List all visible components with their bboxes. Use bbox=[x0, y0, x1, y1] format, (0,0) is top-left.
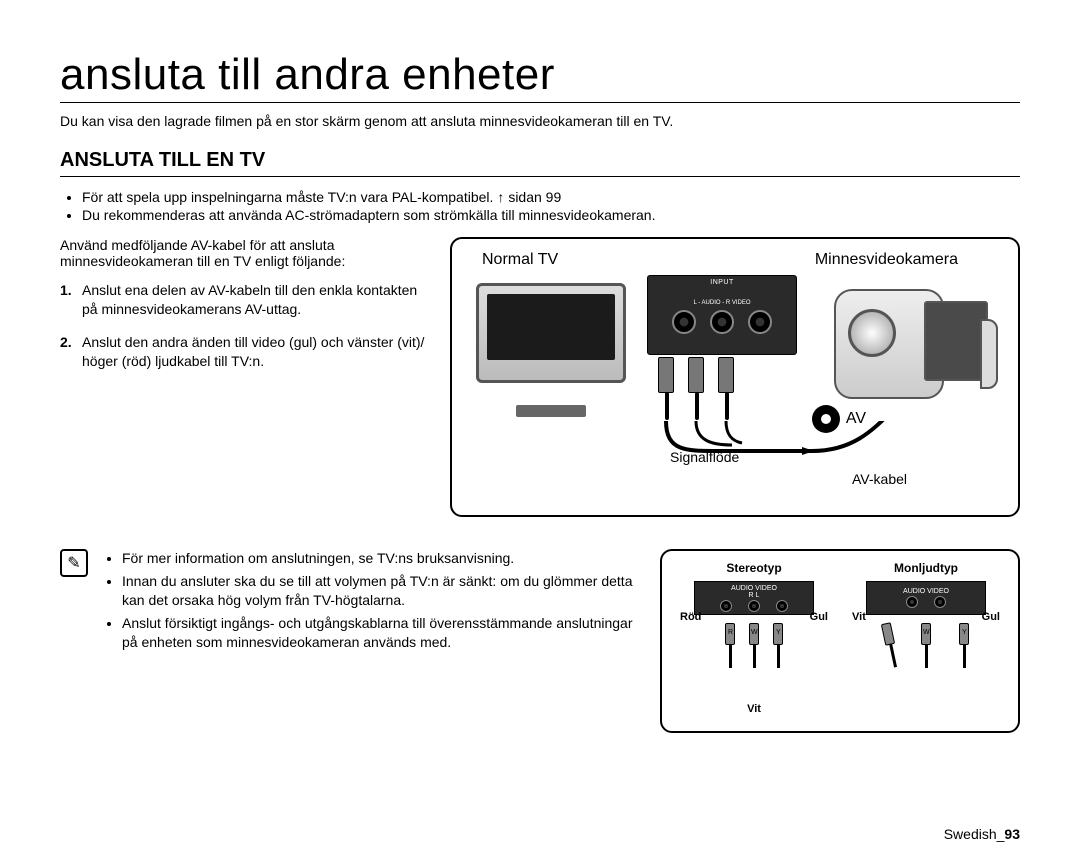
plug-icon bbox=[658, 357, 674, 393]
color-label-red: Röd bbox=[680, 611, 701, 623]
mono-panel: AUDIO VIDEO bbox=[866, 581, 986, 615]
connection-diagram: Normal TV Minnesvideokamera INPUT L - AU… bbox=[450, 237, 1020, 517]
stereo-plugs bbox=[672, 623, 836, 693]
stereo-column: Stereotyp AUDIO VIDEO R L Röd Gul bbox=[672, 561, 836, 715]
footer-lang: Swedish_ bbox=[944, 826, 1005, 842]
diagram-label-tv: Normal TV bbox=[482, 251, 558, 269]
intro-text: Du kan visa den lagrade filmen på en sto… bbox=[60, 113, 1020, 129]
note-icon: ✎ bbox=[60, 549, 88, 577]
note-item: För mer information om anslutningen, se … bbox=[122, 549, 646, 568]
color-label-white: Vit bbox=[852, 611, 866, 623]
stereo-heading: Stereotyp bbox=[672, 561, 836, 575]
page-ref-icon bbox=[497, 189, 508, 205]
page-footer: Swedish_93 bbox=[944, 826, 1020, 842]
diagram-label-camcorder: Minnesvideokamera bbox=[815, 251, 958, 269]
note-item: Innan du ansluter ska du se till att vol… bbox=[122, 572, 646, 610]
color-label-white: Vit bbox=[672, 703, 836, 715]
panel-top-label: AUDIO VIDEO bbox=[903, 588, 949, 595]
mini-plug-icon bbox=[959, 623, 969, 645]
section-heading: ANSLUTA TILL EN TV bbox=[60, 149, 1020, 177]
av-port-label: AV bbox=[846, 410, 866, 428]
mini-plug-icon bbox=[773, 623, 783, 645]
mono-plugs bbox=[844, 623, 1008, 693]
notes-list: För mer information om anslutningen, se … bbox=[102, 549, 646, 655]
tv-input-panel: INPUT L - AUDIO - R VIDEO bbox=[647, 275, 797, 355]
av-port-icon bbox=[812, 405, 840, 433]
bullet-item: För att spela upp inspelningarna måste T… bbox=[82, 189, 1020, 205]
plug-icon bbox=[688, 357, 704, 393]
mono-column: Monljudtyp AUDIO VIDEO Vit Gul bbox=[844, 561, 1008, 715]
jack-icon bbox=[906, 596, 918, 608]
mono-heading: Monljudtyp bbox=[844, 561, 1008, 575]
rca-plugs bbox=[658, 357, 734, 393]
input-label: INPUT bbox=[648, 279, 796, 286]
audio-type-diagram: Stereotyp AUDIO VIDEO R L Röd Gul bbox=[660, 549, 1020, 733]
rca-jack-icon bbox=[710, 310, 734, 334]
page-title: ansluta till andra enheter bbox=[60, 50, 1020, 103]
jack-icon bbox=[748, 600, 760, 612]
mini-plug-icon bbox=[921, 623, 931, 645]
jack-icon bbox=[776, 600, 788, 612]
av-cable-label: AV-kabel bbox=[852, 471, 907, 487]
step-item: Anslut den andra änden till video (gul) … bbox=[60, 333, 432, 371]
bullet-text: För att spela upp inspelningarna måste T… bbox=[82, 189, 493, 205]
rca-jack-icon bbox=[672, 310, 696, 334]
jack-icon bbox=[720, 600, 732, 612]
mini-plug-icon bbox=[725, 623, 735, 645]
rca-jack-icon bbox=[748, 310, 772, 334]
lead-paragraph: Använd medföljande AV-kabel för att ansl… bbox=[60, 237, 432, 269]
footer-page-number: 93 bbox=[1004, 826, 1020, 842]
stereo-panel: AUDIO VIDEO R L bbox=[694, 581, 814, 615]
step-item: Anslut ena delen av AV-kabeln till den e… bbox=[60, 281, 432, 319]
color-label-yellow: Gul bbox=[982, 611, 1000, 623]
color-label-yellow: Gul bbox=[810, 611, 828, 623]
signal-flow-label: Signalflöde bbox=[670, 449, 739, 465]
mini-plug-icon bbox=[881, 622, 895, 646]
steps-list: Anslut ena delen av AV-kabeln till den e… bbox=[60, 281, 432, 371]
note-item: Anslut försiktigt ingångs- och utgångska… bbox=[122, 614, 646, 652]
panel-top-label: AUDIO VIDEO bbox=[731, 585, 777, 592]
tv-icon bbox=[476, 283, 626, 403]
jack-icon bbox=[934, 596, 946, 608]
panel-sub-label: R L bbox=[749, 592, 760, 599]
mini-plug-icon bbox=[749, 623, 759, 645]
spacer bbox=[844, 703, 1008, 715]
plug-icon bbox=[718, 357, 734, 393]
av-port-badge: AV bbox=[812, 405, 866, 433]
page-ref-text: sidan 99 bbox=[508, 189, 561, 205]
top-bullet-list: För att spela upp inspelningarna måste T… bbox=[60, 189, 1020, 223]
audio-video-label: L - AUDIO - R VIDEO bbox=[648, 300, 796, 306]
bullet-item: Du rekommenderas att använda AC-strömada… bbox=[82, 207, 1020, 223]
